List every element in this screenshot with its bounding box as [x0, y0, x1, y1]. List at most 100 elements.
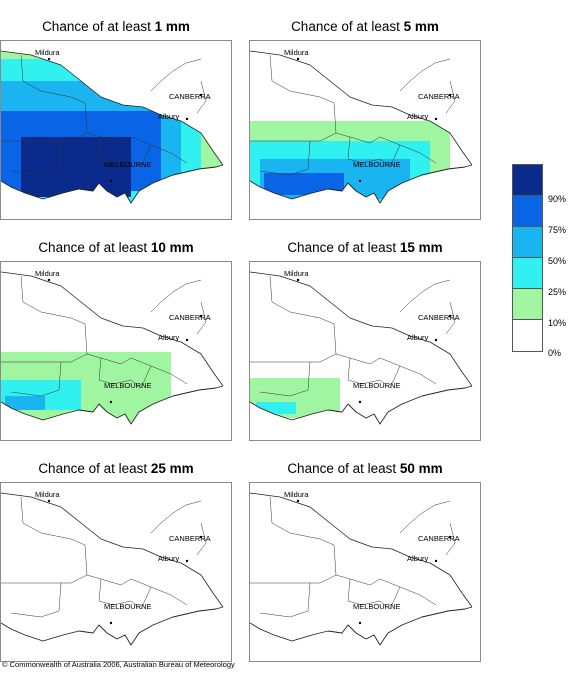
legend-swatch — [513, 196, 542, 227]
city-marker — [185, 117, 189, 121]
legend-swatch — [513, 227, 542, 258]
probability-cell — [5, 396, 45, 410]
rain-probability-map: Mildura CANBERRA Albury MELBOURNE — [0, 40, 232, 220]
district-boundary — [335, 353, 437, 385]
city-marker — [296, 278, 300, 282]
city-marker — [434, 338, 438, 342]
district-boundary — [250, 102, 337, 142]
map-svg — [250, 271, 473, 425]
state-border — [1, 50, 224, 166]
district-boundary — [259, 582, 311, 618]
probability-legend: 90% 75% 50% 25% 10% 0% — [512, 164, 568, 364]
state-border — [250, 492, 473, 608]
district-boundary — [98, 357, 142, 389]
probability-field — [250, 378, 340, 418]
coastline — [1, 606, 224, 646]
probability-cell — [21, 137, 131, 197]
district-boundary — [196, 80, 207, 114]
probability-field — [250, 121, 450, 201]
district-boundary — [150, 279, 202, 313]
city-marker — [109, 400, 113, 404]
legend-label-75: 75% — [548, 225, 567, 235]
city-label-canberra: CANBERRA — [169, 534, 211, 543]
panel-25mm: Chance of at least 25 mm Mildura CANBERR… — [0, 460, 232, 678]
city-marker — [448, 93, 452, 97]
legend-color-bar — [512, 164, 543, 352]
city-label-mildura: Mildura — [35, 490, 60, 499]
legend-label-10: 10% — [548, 318, 567, 328]
map-svg — [250, 492, 473, 646]
district-boundary — [10, 361, 62, 397]
panel-title: Chance of at least 1 mm — [42, 19, 190, 34]
city-marker — [296, 499, 300, 503]
panel-10mm: Chance of at least 10 mm Mildura CANBERR… — [0, 239, 232, 457]
map-svg — [1, 492, 224, 646]
coastline — [250, 164, 473, 204]
district-boundary — [269, 496, 335, 546]
city-marker — [434, 117, 438, 121]
panel-title: Chance of at least 50 mm — [287, 461, 443, 476]
district-boundary — [445, 80, 456, 114]
city-label-albury: Albury — [407, 112, 429, 121]
city-marker — [358, 179, 362, 183]
coastline — [250, 606, 473, 646]
city-marker — [358, 621, 362, 625]
district-boundary — [1, 102, 88, 142]
probability-cell — [264, 173, 344, 195]
legend-swatch — [513, 165, 542, 196]
district-boundary — [399, 58, 451, 92]
district-boundary — [140, 144, 152, 168]
district-boundary — [259, 361, 311, 397]
district-boundary — [335, 574, 437, 606]
district-boundary — [399, 279, 451, 313]
district-boundary — [196, 301, 207, 335]
city-label-albury: Albury — [158, 112, 180, 121]
city-label-canberra: CANBERRA — [418, 92, 460, 101]
city-marker — [296, 57, 300, 61]
threshold-value: 1 mm — [154, 19, 190, 34]
city-marker — [47, 57, 51, 61]
district-boundary — [259, 140, 311, 176]
probability-cell — [45, 641, 67, 645]
district-boundary — [347, 136, 391, 168]
legend-label-50: 50% — [548, 256, 567, 266]
threshold-value: 25 mm — [150, 461, 194, 476]
copyright-notice: © Commonwealth of Australia 2006, Austra… — [2, 660, 235, 669]
city-label-mildura: Mildura — [284, 269, 309, 278]
city-marker — [185, 559, 189, 563]
state-border — [250, 50, 473, 166]
city-label-canberra: CANBERRA — [418, 313, 460, 322]
panel-title: Chance of at least 5 mm — [291, 19, 439, 34]
state-border — [1, 492, 224, 608]
map-svg — [1, 271, 224, 425]
district-boundary — [86, 574, 188, 606]
district-boundary — [269, 54, 335, 104]
city-marker — [358, 400, 362, 404]
city-label-melbourne: MELBOURNE — [353, 602, 401, 611]
rain-probability-map: Mildura CANBERRA Albury MELBOURNE — [0, 482, 232, 662]
district-boundary — [445, 522, 456, 556]
district-boundary — [399, 500, 451, 534]
district-boundary — [250, 323, 337, 363]
district-boundary — [389, 586, 401, 610]
state-border — [1, 271, 224, 387]
probability-field — [45, 641, 67, 645]
district-boundary — [150, 58, 202, 92]
city-label-canberra: CANBERRA — [418, 534, 460, 543]
legend-swatch — [513, 289, 542, 320]
district-boundary — [98, 136, 142, 168]
district-boundary — [98, 578, 142, 610]
district-boundary — [140, 365, 152, 389]
district-boundary — [20, 54, 86, 104]
district-boundary — [389, 144, 401, 168]
city-label-albury: Albury — [158, 554, 180, 563]
city-marker — [199, 93, 203, 97]
legend-label-90: 90% — [548, 194, 567, 204]
city-marker — [434, 559, 438, 563]
district-boundary — [1, 323, 88, 363]
city-label-canberra: CANBERRA — [169, 92, 211, 101]
threshold-value: 5 mm — [403, 19, 439, 34]
city-marker — [448, 314, 452, 318]
district-boundary — [150, 500, 202, 534]
district-boundary — [20, 496, 86, 546]
